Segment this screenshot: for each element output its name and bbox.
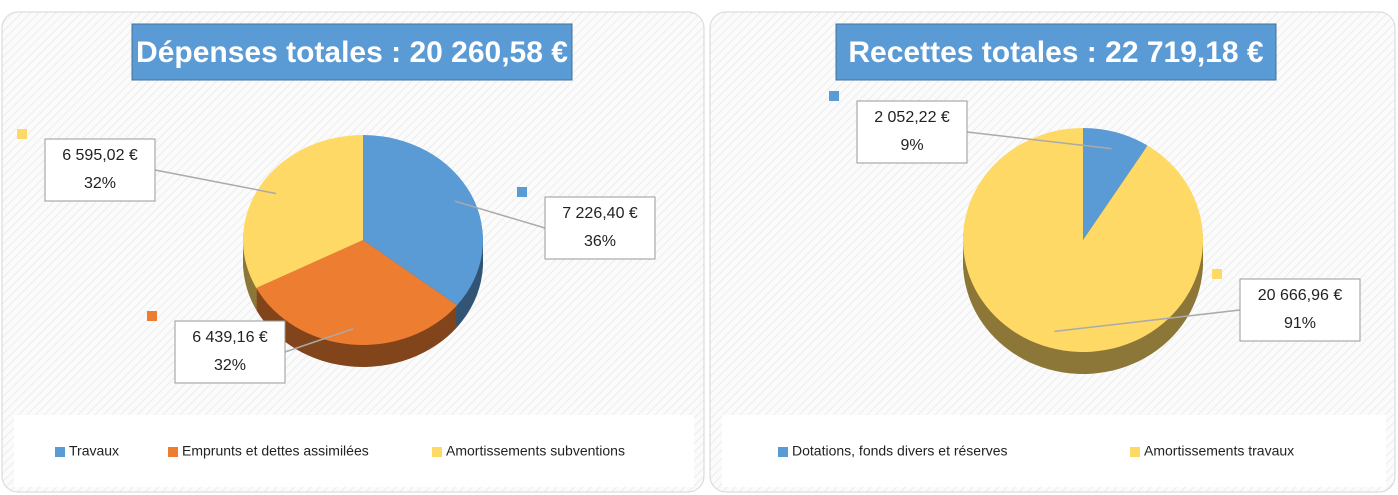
chart-title: Recettes totales : 22 719,18 €	[848, 36, 1264, 69]
legend-area	[722, 415, 1386, 487]
label-marker	[147, 311, 157, 321]
legend-label: Amortissements travaux	[1144, 443, 1294, 459]
pie-slice	[256, 240, 458, 345]
percent-label: 32%	[84, 175, 116, 192]
legend-label: Travaux	[69, 443, 119, 459]
chart-title: Dépenses totales : 20 260,58 €	[136, 36, 568, 69]
percent-label: 32%	[214, 357, 246, 374]
value-label: 20 666,96 €	[1258, 287, 1343, 304]
value-label: 6 595,02 €	[62, 147, 138, 164]
label-marker	[17, 129, 27, 139]
label-box	[856, 100, 968, 164]
value-label: 7 226,40 €	[562, 205, 638, 222]
legend-swatch	[1130, 447, 1140, 457]
legend-label: Amortissements subventions	[446, 443, 625, 459]
pie-slice	[363, 135, 484, 306]
label-box	[44, 138, 156, 202]
pie-slice	[1083, 128, 1148, 240]
leader-line	[284, 328, 354, 353]
label-marker	[517, 187, 527, 197]
percent-label: 91%	[1284, 315, 1316, 332]
pie-slice	[962, 128, 1203, 352]
pie-slice	[242, 135, 363, 288]
legend-label: Dotations, fonds divers et réserves	[792, 443, 1008, 459]
value-label: 2 052,22 €	[874, 109, 950, 126]
leader-line	[966, 131, 1112, 150]
label-marker	[1212, 269, 1222, 279]
percent-label: 9%	[900, 137, 923, 154]
legend-swatch	[778, 447, 788, 457]
legend-swatch	[168, 447, 178, 457]
leader-line	[1054, 309, 1241, 333]
label-marker	[829, 91, 839, 101]
leader-line	[454, 200, 546, 229]
label-box	[544, 196, 656, 260]
legend-area	[14, 415, 694, 487]
title-box	[131, 23, 573, 81]
legend-swatch	[432, 447, 442, 457]
title-box	[835, 23, 1277, 81]
value-label: 6 439,16 €	[192, 329, 268, 346]
percent-label: 36%	[584, 233, 616, 250]
legend-label: Emprunts et dettes assimilées	[182, 443, 369, 459]
leader-line	[154, 169, 277, 195]
legend-swatch	[55, 447, 65, 457]
label-box	[1239, 278, 1361, 342]
label-box	[174, 320, 286, 384]
